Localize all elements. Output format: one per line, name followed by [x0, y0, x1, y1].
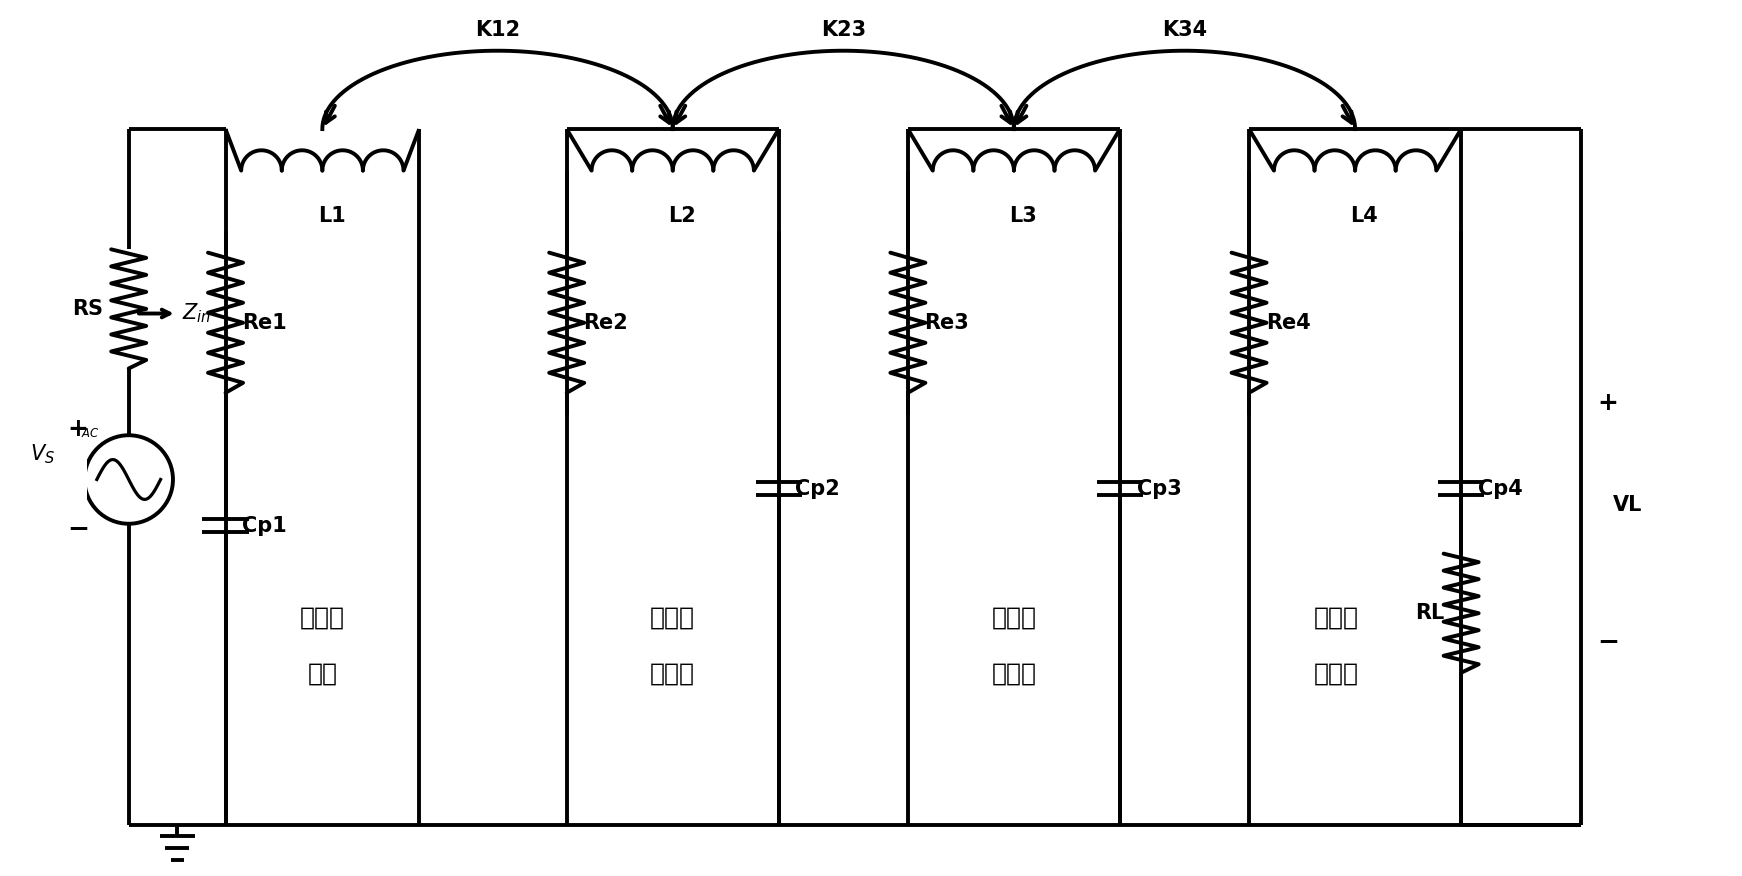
- Text: 源线圈: 源线圈: [300, 606, 345, 630]
- Text: $V_S$: $V_S$: [30, 442, 56, 466]
- Text: 发射线: 发射线: [650, 606, 695, 630]
- Text: VL: VL: [1613, 495, 1643, 515]
- Text: +: +: [1597, 392, 1618, 415]
- Text: $^{AC}$: $^{AC}$: [80, 428, 99, 447]
- Text: RL: RL: [1415, 604, 1444, 623]
- Text: L3: L3: [1009, 206, 1036, 226]
- Text: Re4: Re4: [1266, 313, 1310, 333]
- Text: Cp2: Cp2: [796, 478, 840, 498]
- Text: L4: L4: [1350, 206, 1378, 226]
- Text: K34: K34: [1162, 19, 1207, 39]
- Text: L1: L1: [317, 206, 345, 226]
- Text: Re1: Re1: [242, 313, 287, 333]
- Text: Cp4: Cp4: [1477, 478, 1523, 498]
- Text: 负载线: 负载线: [1313, 606, 1359, 630]
- Text: 回路: 回路: [307, 661, 338, 685]
- Text: +: +: [68, 417, 89, 441]
- Text: RS: RS: [71, 299, 103, 319]
- Text: Re3: Re3: [925, 313, 969, 333]
- Text: 圈回路: 圈回路: [650, 661, 695, 685]
- Text: 圈回路: 圈回路: [991, 661, 1036, 685]
- Text: −: −: [66, 517, 89, 543]
- Text: K23: K23: [820, 19, 866, 39]
- Text: Re2: Re2: [584, 313, 629, 333]
- Text: 接收线: 接收线: [991, 606, 1036, 630]
- Text: Cp1: Cp1: [242, 516, 287, 535]
- Text: −: −: [1597, 630, 1620, 656]
- Text: 圈回路: 圈回路: [1313, 661, 1359, 685]
- Text: K12: K12: [476, 19, 521, 39]
- Text: $Z_{in}$: $Z_{in}$: [183, 301, 211, 325]
- Text: Cp3: Cp3: [1136, 478, 1181, 498]
- Text: L2: L2: [669, 206, 695, 226]
